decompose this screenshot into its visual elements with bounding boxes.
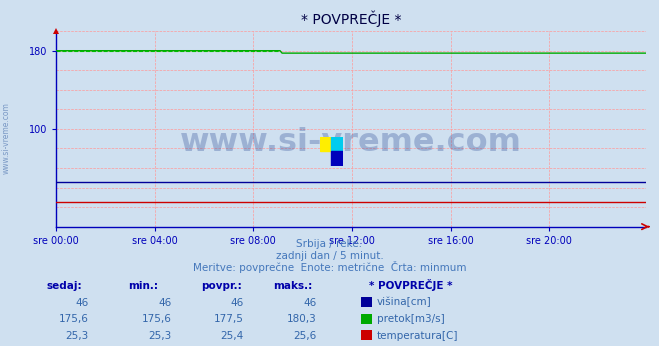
Text: zadnji dan / 5 minut.: zadnji dan / 5 minut. [275, 251, 384, 261]
Text: 25,3: 25,3 [148, 331, 171, 341]
Text: povpr.:: povpr.: [201, 281, 242, 291]
Text: www.si-vreme.com: www.si-vreme.com [180, 127, 522, 158]
Title: * POVPREČJE *: * POVPREČJE * [301, 11, 401, 27]
Text: sedaj:: sedaj: [46, 281, 82, 291]
Text: pretok[m3/s]: pretok[m3/s] [377, 314, 445, 324]
Text: 46: 46 [158, 298, 171, 308]
Text: 175,6: 175,6 [142, 314, 171, 324]
Text: min.:: min.: [129, 281, 159, 291]
Text: temperatura[C]: temperatura[C] [377, 331, 459, 341]
Text: 177,5: 177,5 [214, 314, 244, 324]
Text: 25,3: 25,3 [66, 331, 89, 341]
Text: Meritve: povprečne  Enote: metrične  Črta: minmum: Meritve: povprečne Enote: metrične Črta:… [192, 261, 467, 273]
Text: višina[cm]: višina[cm] [377, 297, 432, 308]
Text: 46: 46 [231, 298, 244, 308]
Text: 25,6: 25,6 [293, 331, 316, 341]
Text: 46: 46 [76, 298, 89, 308]
Bar [331, 137, 343, 152]
Text: maks.:: maks.: [273, 281, 313, 291]
Bar [320, 137, 331, 152]
Text: * POVPREČJE *: * POVPREČJE * [369, 279, 453, 291]
Bar [331, 152, 343, 166]
Text: 25,4: 25,4 [221, 331, 244, 341]
Text: 175,6: 175,6 [59, 314, 89, 324]
Text: 180,3: 180,3 [287, 314, 316, 324]
Text: www.si-vreme.com: www.si-vreme.com [2, 102, 11, 174]
Text: Srbija / reke.: Srbija / reke. [297, 239, 362, 249]
Text: 46: 46 [303, 298, 316, 308]
